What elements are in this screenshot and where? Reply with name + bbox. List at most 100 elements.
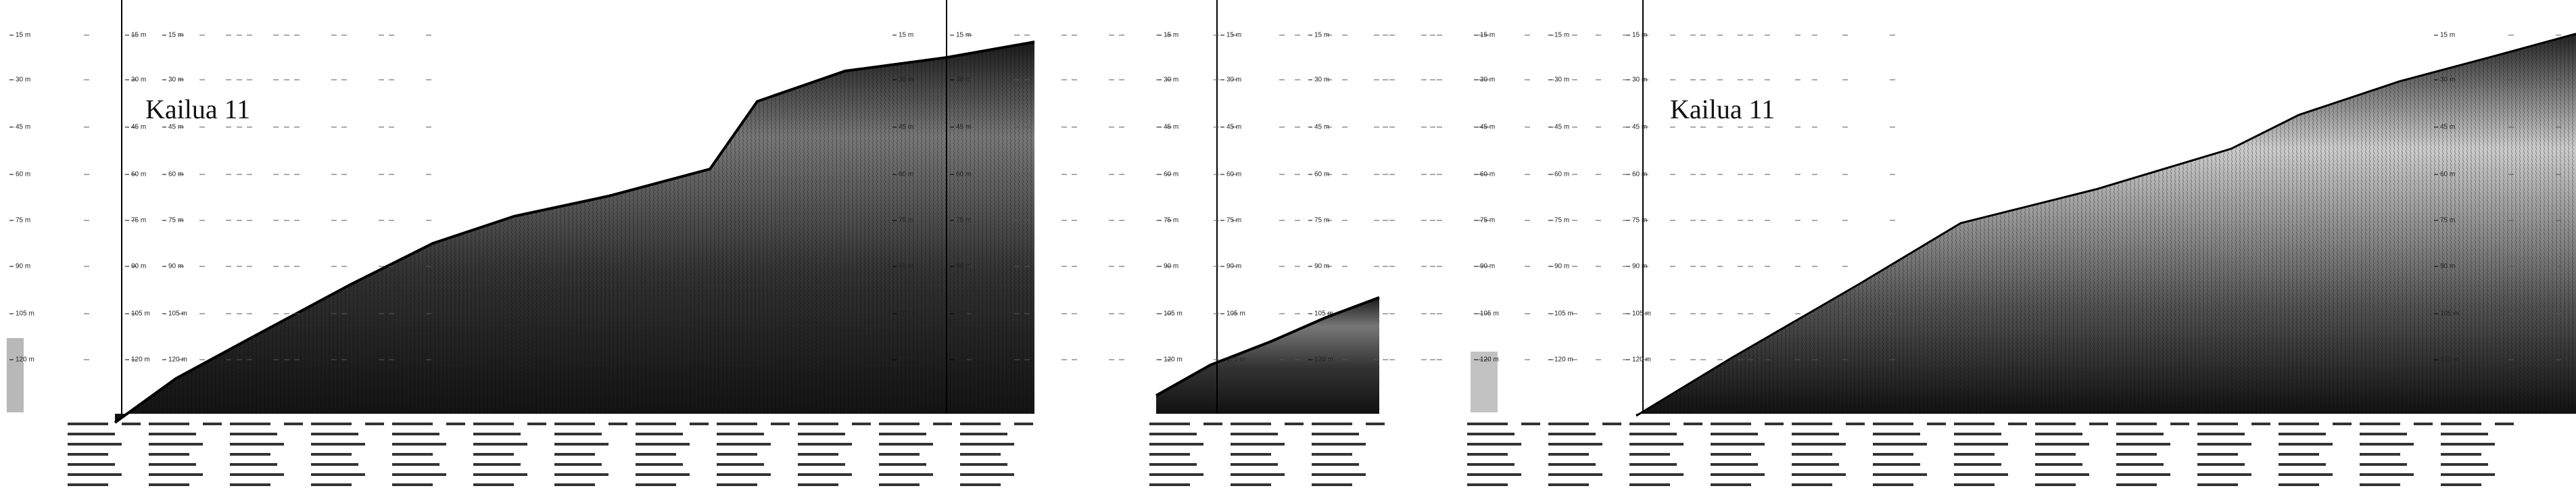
annotation-line xyxy=(1873,453,1913,456)
annotation-line xyxy=(2279,453,2319,456)
annotation-line xyxy=(2360,433,2407,435)
depth-label: 90 m xyxy=(899,263,913,270)
annotation-line xyxy=(392,423,433,425)
depth-label: 30 m xyxy=(1554,76,1569,84)
depth-label: 120 m xyxy=(1632,356,1651,364)
annotation-line xyxy=(1711,473,1765,476)
depth-label: 75 m xyxy=(1314,217,1329,224)
annotation-line xyxy=(1312,483,1352,486)
annotation-line xyxy=(392,433,439,435)
annotation-line xyxy=(1873,443,1927,446)
annotation-line xyxy=(2495,423,2514,425)
annotation-line xyxy=(1954,453,1995,456)
depth-label: 75 m xyxy=(2440,217,2455,224)
depth-label: 15 m xyxy=(956,32,971,39)
annotation-line xyxy=(2360,453,2400,456)
annotation-line xyxy=(852,423,871,425)
annotation-line xyxy=(690,423,709,425)
depth-label: 60 m xyxy=(1226,171,1241,178)
depth-label: 30 m xyxy=(16,76,30,84)
annotation-line xyxy=(1312,463,1359,466)
annotation-line xyxy=(2360,463,2407,466)
annotation-line xyxy=(2035,453,2076,456)
annotation-line xyxy=(68,453,108,456)
annotation-line xyxy=(960,443,1014,446)
depth-label: 15 m xyxy=(131,32,146,39)
depth-label: 45 m xyxy=(1554,124,1569,131)
annotation-line xyxy=(2197,483,2238,486)
depth-label: 105 m xyxy=(1480,310,1499,318)
annotation-line xyxy=(1548,453,1589,456)
annotation-line xyxy=(1521,423,1540,425)
depth-label: 45 m xyxy=(1226,124,1241,131)
annotation-line xyxy=(1231,473,1285,476)
depth-label: 15 m xyxy=(899,32,913,39)
annotation-line xyxy=(1792,483,1832,486)
depth-label: 60 m xyxy=(956,171,971,178)
depth-label: 120 m xyxy=(1480,356,1499,364)
annotation-line xyxy=(1954,423,1995,425)
annotation-line xyxy=(1954,463,2001,466)
depth-label: 60 m xyxy=(1164,171,1178,178)
annotation-line xyxy=(473,463,521,466)
annotation-line xyxy=(717,443,771,446)
annotation-line xyxy=(960,433,1007,435)
annotation-line xyxy=(960,453,1001,456)
annotation-line xyxy=(149,473,203,476)
annotation-line xyxy=(1467,483,1508,486)
annotation-line xyxy=(2197,473,2251,476)
annotation-line xyxy=(2197,433,2245,435)
depth-label: 30 m xyxy=(1632,76,1647,84)
annotation-line xyxy=(2116,463,2164,466)
depth-label: 120 m xyxy=(1164,356,1183,364)
panel-left xyxy=(7,0,1035,424)
annotation-line xyxy=(1149,443,1203,446)
annotation-strip xyxy=(68,423,2514,486)
annotation-line xyxy=(1366,423,1385,425)
annotation-line xyxy=(311,443,365,446)
annotation-line xyxy=(933,423,952,425)
annotation-line xyxy=(1765,423,1784,425)
depth-label: 30 m xyxy=(899,76,913,84)
annotation-line xyxy=(636,463,683,466)
annotation-line xyxy=(717,453,757,456)
annotation-line xyxy=(879,443,933,446)
annotation-line xyxy=(636,453,676,456)
annotation-line xyxy=(365,423,384,425)
seabed-texture xyxy=(1636,34,2576,416)
annotation-line xyxy=(2089,423,2108,425)
annotation-line xyxy=(717,423,757,425)
annotation-line xyxy=(717,473,771,476)
depth-label: 90 m xyxy=(1226,263,1241,270)
annotation-line xyxy=(2279,473,2333,476)
annotation-line xyxy=(527,423,546,425)
annotation-line xyxy=(1873,463,1920,466)
seafloor-line xyxy=(1155,296,1380,397)
depth-label: 90 m xyxy=(1164,263,1178,270)
annotation-line xyxy=(1873,483,1913,486)
depth-label: 30 m xyxy=(131,76,146,84)
annotation-line xyxy=(311,433,358,435)
annotation-line xyxy=(554,433,602,435)
annotation-line xyxy=(2170,423,2189,425)
annotation-line xyxy=(149,443,203,446)
depth-label: 75 m xyxy=(956,217,971,224)
depth-label: 105 m xyxy=(16,310,34,318)
annotation-line xyxy=(1149,483,1190,486)
annotation-line xyxy=(554,463,602,466)
depth-label: 75 m xyxy=(1480,217,1495,224)
annotation-line xyxy=(1629,483,1670,486)
annotation-line xyxy=(1873,433,1920,435)
annotation-line xyxy=(473,473,527,476)
depth-label: 60 m xyxy=(1632,171,1647,178)
depth-label: 45 m xyxy=(899,124,913,131)
annotation-line xyxy=(230,433,277,435)
depth-label: 75 m xyxy=(1164,217,1178,224)
annotation-line xyxy=(636,483,676,486)
annotation-line xyxy=(311,453,352,456)
annotation-line xyxy=(1954,473,2008,476)
annotation-line xyxy=(2116,473,2170,476)
depth-label: 15 m xyxy=(2440,32,2455,39)
annotation-line xyxy=(1629,433,1677,435)
annotation-line xyxy=(554,423,595,425)
